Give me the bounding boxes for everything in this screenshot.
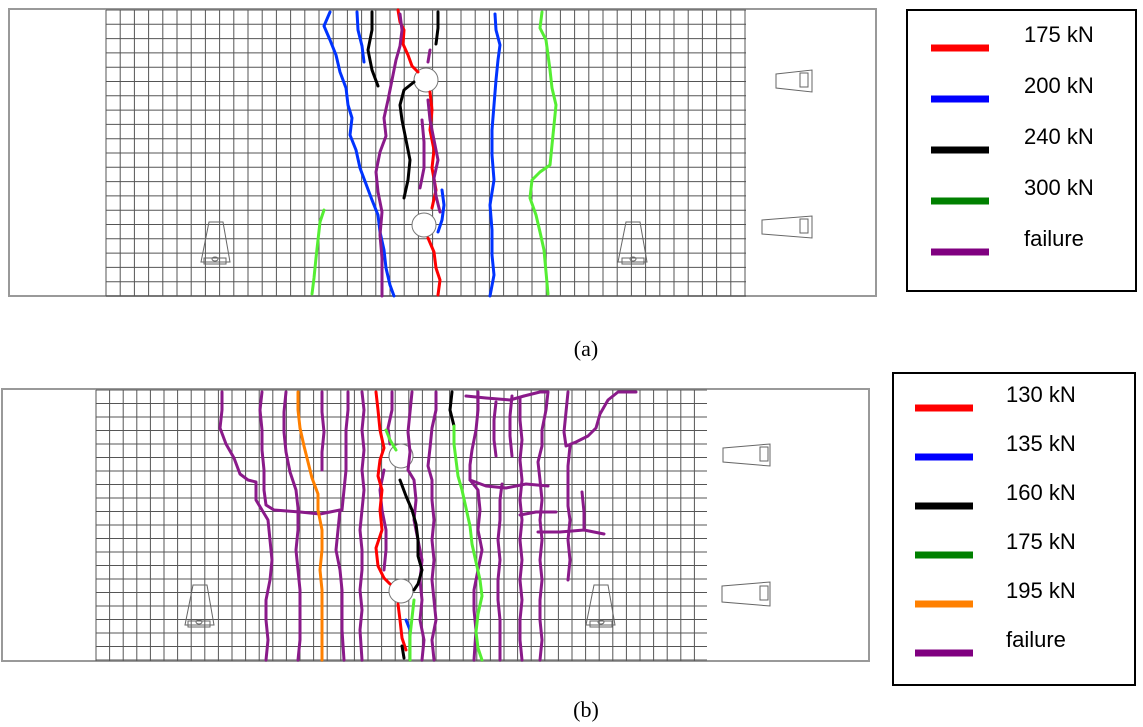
crack-black-b-1 — [398, 478, 424, 592]
crack-orange-b — [296, 390, 324, 662]
crack-purple-b-2 — [258, 390, 342, 516]
anchor-bottom-b — [721, 581, 771, 607]
crack-purple-b-4 — [320, 390, 326, 472]
support-left-b — [184, 584, 215, 628]
support-left-a — [200, 221, 231, 265]
crack-purple-b-18 — [518, 396, 524, 662]
crack-blue-a-1 — [322, 10, 396, 298]
crack-purple-a-3 — [426, 98, 442, 214]
mesh-grid-a — [105, 9, 746, 297]
crack-black-a-3 — [398, 80, 416, 200]
legend-label-b-2: 160 kN — [1006, 480, 1076, 505]
crack-black-b-2 — [448, 390, 456, 428]
crack-purple-b-15 — [468, 478, 550, 490]
crack-black-a-1 — [366, 10, 380, 88]
crack-purple-b-7 — [358, 390, 366, 662]
caption-a: (a) — [574, 336, 598, 361]
legend-label-b-4: 195 kN — [1006, 578, 1076, 603]
anchor-top-a — [775, 69, 813, 93]
crack-purple-b-23 — [562, 390, 638, 448]
crack-purple-b-16 — [496, 482, 504, 662]
panel-b: 130 kN 135 kN 160 kN 175 kN 195 kN failure (b… — [1, 372, 1136, 722]
crack-purple-b-12 — [468, 390, 484, 662]
legend-label-a-2: 240 kN — [1024, 124, 1094, 149]
crack-purple-b-17 — [508, 394, 514, 458]
gauge-point-bottom-a — [411, 212, 437, 238]
anchor-bottom-a — [761, 215, 813, 239]
panel-a: 175 kN 200 kN 240 kN 300 kN failure (a) — [8, 8, 1137, 361]
crack-purple-b-25 — [580, 490, 586, 532]
crack-purple-b-11 — [426, 390, 438, 662]
support-right-b — [585, 584, 616, 628]
caption-b: (b) — [573, 697, 599, 722]
crack-purple-b-22 — [536, 528, 606, 536]
legend-b: 130 kN 135 kN 160 kN 175 kN 195 kN failure — [892, 372, 1136, 686]
legend-label-a-3: 300 kN — [1024, 175, 1094, 200]
crack-purple-b-5 — [334, 508, 346, 662]
anchor-top-b — [722, 443, 771, 467]
legend-a: 175 kN 200 kN 240 kN 300 kN failure — [906, 9, 1137, 292]
legend-label-b-1: 135 kN — [1006, 431, 1076, 456]
gauge-point-bottom-b — [388, 578, 414, 604]
crack-purple-a-1 — [374, 12, 404, 298]
crack-red-b — [374, 390, 408, 652]
crack-black-a-2 — [434, 10, 440, 46]
crack-green-b-3 — [408, 598, 416, 662]
crack-purple-b-6 — [340, 390, 350, 512]
crack-lines-a — [310, 8, 558, 298]
crack-purple-b-24 — [566, 444, 572, 582]
crack-green-a-2 — [310, 208, 326, 296]
crack-green-a-1 — [528, 10, 558, 296]
crack-green-b-1 — [452, 424, 484, 662]
crack-blue-a-2 — [355, 10, 366, 64]
crack-black-b-3 — [400, 644, 406, 660]
legend-label-a-1: 200 kN — [1024, 73, 1094, 98]
crack-purple-b-14 — [492, 400, 498, 458]
legend-label-a-4: failure — [1024, 226, 1084, 251]
crack-lines-b — [218, 390, 638, 662]
legend-label-a-0: 175 kN — [1024, 22, 1094, 47]
crack-green-b-2 — [384, 428, 398, 452]
crack-purple-a-4 — [418, 118, 426, 190]
legend-label-b-3: 175 kN — [1006, 529, 1076, 554]
legend-label-b-5: failure — [1006, 627, 1066, 652]
legend-label-b-0: 130 kN — [1006, 382, 1076, 407]
crack-purple-b-21 — [518, 510, 558, 517]
support-right-a — [617, 221, 648, 265]
crack-purple-b-1 — [218, 390, 274, 662]
crack-purple-b-13 — [464, 394, 526, 402]
crack-blue-a-3 — [488, 12, 502, 298]
crack-purple-a-2 — [426, 48, 432, 64]
crack-blue-b — [404, 618, 412, 632]
crack-purple-b-20 — [536, 390, 550, 662]
crack-purple-b-19 — [522, 390, 550, 398]
legend-box-b — [892, 372, 1136, 686]
gauge-point-top-a — [413, 67, 439, 93]
crack-purple-b-3 — [282, 390, 302, 662]
crack-blue-a-4 — [436, 188, 446, 234]
